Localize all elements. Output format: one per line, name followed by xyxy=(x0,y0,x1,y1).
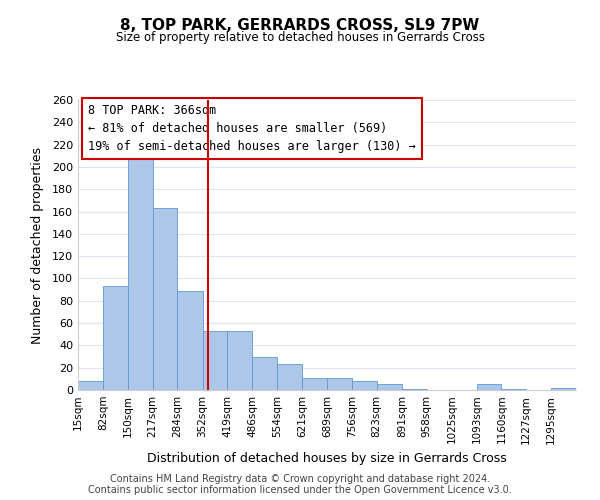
X-axis label: Distribution of detached houses by size in Gerrards Cross: Distribution of detached houses by size … xyxy=(147,452,507,465)
Bar xyxy=(302,378,327,390)
Bar xyxy=(178,290,203,390)
Bar xyxy=(402,389,427,390)
Bar xyxy=(551,388,576,390)
Text: 8, TOP PARK, GERRARDS CROSS, SL9 7PW: 8, TOP PARK, GERRARDS CROSS, SL9 7PW xyxy=(121,18,479,32)
Y-axis label: Number of detached properties: Number of detached properties xyxy=(31,146,44,344)
Bar xyxy=(327,378,352,390)
Bar xyxy=(252,356,277,390)
Bar xyxy=(128,152,152,390)
Bar xyxy=(78,381,103,390)
Bar xyxy=(502,389,526,390)
Text: Size of property relative to detached houses in Gerrards Cross: Size of property relative to detached ho… xyxy=(115,31,485,44)
Text: Contains HM Land Registry data © Crown copyright and database right 2024.: Contains HM Land Registry data © Crown c… xyxy=(110,474,490,484)
Bar xyxy=(203,331,227,390)
Bar xyxy=(277,364,302,390)
Bar xyxy=(227,331,252,390)
Text: 8 TOP PARK: 366sqm
← 81% of detached houses are smaller (569)
19% of semi-detach: 8 TOP PARK: 366sqm ← 81% of detached hou… xyxy=(88,104,416,154)
Bar xyxy=(352,381,377,390)
Text: Contains public sector information licensed under the Open Government Licence v3: Contains public sector information licen… xyxy=(88,485,512,495)
Bar xyxy=(476,384,502,390)
Bar xyxy=(377,384,402,390)
Bar xyxy=(152,208,178,390)
Bar xyxy=(103,286,128,390)
